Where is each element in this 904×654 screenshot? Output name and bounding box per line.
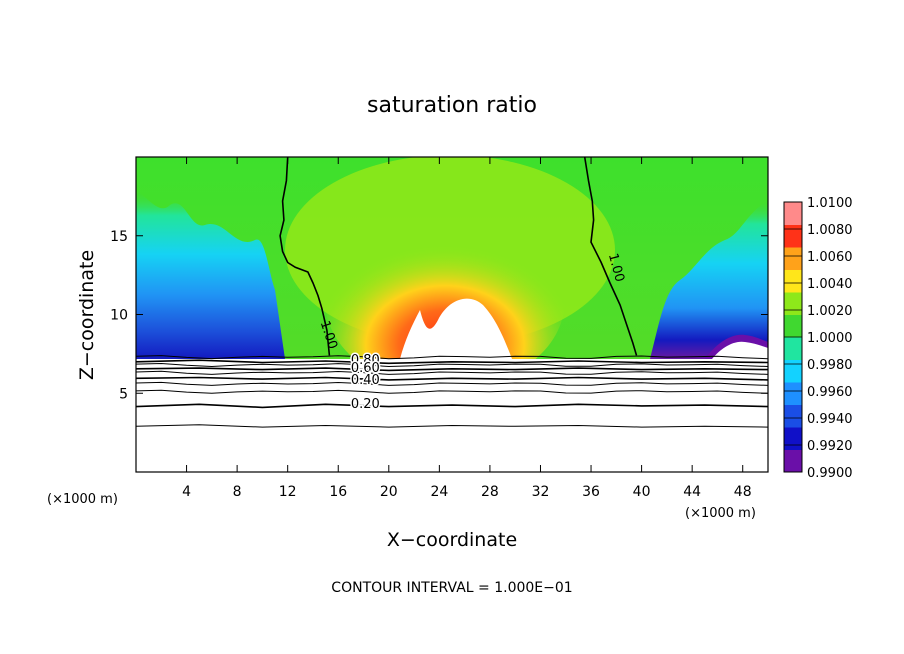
- saturation-field: [136, 157, 768, 472]
- colorbar-swatch: [784, 337, 802, 360]
- y-axis-label: Z−coordinate: [76, 250, 98, 380]
- contour-line: [136, 376, 768, 381]
- x-unit-right: (×1000 m): [685, 506, 756, 521]
- colorbar-swatch: [784, 202, 802, 225]
- x-tick-label: 12: [279, 484, 297, 500]
- colorbar-label: 1.0100: [807, 196, 853, 211]
- field-cold-right: [650, 200, 768, 359]
- y-tick-label: 5: [119, 386, 128, 402]
- colorbar-swatch: [784, 224, 802, 248]
- x-tick-label: 48: [734, 484, 752, 500]
- colorbar-swatch: [784, 449, 802, 473]
- contour-label: 1.00: [605, 252, 627, 284]
- colorbar-label: 0.9960: [807, 385, 853, 400]
- contour-label: 0.80: [351, 353, 380, 368]
- x-tick-label: 36: [582, 484, 600, 500]
- contour-lines: [136, 157, 768, 428]
- colorbar-label: 0.9980: [807, 358, 853, 373]
- colorbar-label: 1.0040: [807, 277, 853, 292]
- contour-line-minor: [136, 362, 768, 368]
- y-axis: 5 10 15: [110, 229, 768, 402]
- contour-label: 0.60: [351, 361, 380, 376]
- y-tick-label: 15: [110, 229, 128, 245]
- colorbar-label: 1.0080: [807, 223, 853, 238]
- colorbar-swatch: [784, 427, 802, 450]
- x-axis: 4 8 12 16 20 24 28 32 36 40 44 48: [182, 157, 752, 500]
- x-unit-left: (×1000 m): [47, 492, 118, 507]
- x-tick-label: 8: [233, 484, 242, 500]
- field-white-bump-right-fill: [712, 341, 768, 359]
- colorbar-swatch: [784, 359, 802, 383]
- x-tick-label: 24: [430, 484, 448, 500]
- x-tick-label: 40: [633, 484, 651, 500]
- x-axis-label: X−coordinate: [387, 529, 517, 551]
- x-tick-label: 44: [683, 484, 701, 500]
- colorbar-swatch: [784, 292, 802, 315]
- colorbar-swatch: [784, 314, 802, 338]
- x-tick-label: 32: [532, 484, 550, 500]
- field-white-dome: [400, 298, 512, 359]
- contour-label: 0.20: [351, 397, 380, 412]
- contour-line: [136, 359, 768, 365]
- chart-title: saturation ratio: [367, 93, 537, 118]
- colorbar-label: 1.0020: [807, 304, 853, 319]
- colorbar-label: 0.9900: [807, 466, 853, 481]
- colorbar-label: 1.0000: [807, 331, 853, 346]
- contour-line: [279, 157, 331, 356]
- x-tick-label: 28: [481, 484, 499, 500]
- contour-line-minor: [136, 355, 768, 360]
- colorbar: 1.0100 1.0080 1.0060 1.0040 1.0020 1.0000 0.99…: [783, 196, 853, 481]
- x-tick-label: 4: [182, 484, 191, 500]
- colorbar-swatch: [784, 382, 802, 405]
- contour-line-minor: [136, 370, 768, 375]
- contour-interval-note: CONTOUR INTERVAL = 1.000E−01: [331, 580, 572, 596]
- colorbar-label: 1.0060: [807, 250, 853, 265]
- contour-line-minor: [136, 389, 768, 394]
- contour-line: [136, 424, 768, 428]
- y-tick-label: 10: [110, 308, 128, 324]
- contour-line: [136, 403, 768, 409]
- terrain-below: [136, 359, 768, 472]
- contour-line: [583, 157, 638, 356]
- contour-label: 0.40: [351, 373, 380, 388]
- contour-line-minor: [136, 381, 768, 386]
- x-tick-label: 16: [329, 484, 347, 500]
- colorbar-label: 0.9940: [807, 412, 853, 427]
- colorbar-swatch: [784, 269, 802, 293]
- x-tick-label: 20: [380, 484, 398, 500]
- colorbar-swatch: [784, 404, 802, 428]
- field-cold-left: [136, 190, 285, 359]
- colorbar-label: 0.9920: [807, 439, 853, 454]
- contour-line: [136, 367, 768, 372]
- colorbar-swatch: [784, 247, 802, 270]
